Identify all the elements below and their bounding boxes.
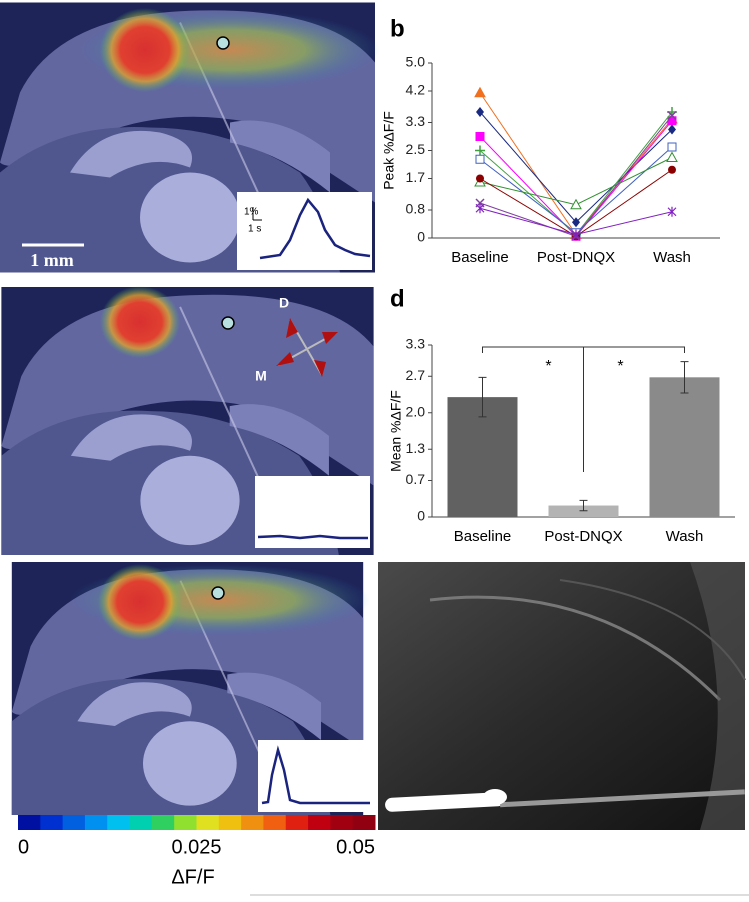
- colorbar-swatch: [241, 815, 264, 830]
- marker: [475, 203, 485, 214]
- colorbar-swatch: [62, 815, 86, 830]
- marker: [667, 142, 677, 152]
- colorbar-tick-label: 0.025: [171, 836, 221, 858]
- y-tick-label: 3.3: [406, 113, 426, 129]
- bar: [649, 377, 720, 517]
- y-tick-label: 5.0: [406, 54, 426, 70]
- y-tick-label: 3.3: [406, 336, 426, 352]
- panel-label: b: [390, 15, 405, 42]
- colorbar-swatch: [84, 815, 108, 830]
- colorbar-swatch: [330, 815, 354, 830]
- scale-bar-label: 1 mm: [30, 250, 74, 270]
- y-tick-label: 1.7: [406, 169, 426, 185]
- colorbar-swatch: [174, 815, 197, 830]
- colorbar-tick-label: 0.05: [336, 836, 375, 858]
- x-tick-label: Baseline: [451, 249, 509, 266]
- marker: [667, 110, 677, 121]
- significance-bracket: [482, 346, 685, 472]
- y-tick-label: 0.8: [406, 201, 426, 217]
- significance-star: *: [545, 358, 551, 375]
- x-tick-label: Wash: [653, 249, 691, 266]
- marker: [668, 124, 676, 135]
- image-wash: [10, 562, 372, 815]
- colorbar-swatch: [263, 815, 287, 830]
- trace-scale-x: 1 s: [248, 224, 261, 235]
- y-tick-label: 4.2: [406, 82, 426, 98]
- y-axis-label: Peak %ΔF/F: [381, 111, 397, 190]
- colorbar-swatch: [308, 815, 331, 830]
- y-tick-label: 0.7: [406, 471, 426, 487]
- direction-m: M: [255, 368, 267, 384]
- marker: [572, 217, 580, 228]
- y-tick-label: 2.0: [406, 403, 426, 419]
- marker: [667, 206, 677, 217]
- colorbar-swatch: [285, 815, 309, 830]
- colorbar-label: ΔF/F: [171, 866, 214, 888]
- colorbar-swatch: [352, 815, 376, 830]
- significance-star: *: [617, 358, 623, 375]
- marker: [475, 132, 485, 141]
- photo: [378, 562, 746, 830]
- colorbar-swatch: [129, 815, 153, 830]
- y-tick-label: 1.3: [406, 440, 426, 456]
- direction-d: D: [279, 295, 289, 311]
- y-axis-label: Mean %ΔF/F: [388, 390, 404, 472]
- x-tick-label: Wash: [666, 528, 704, 545]
- x-tick-label: Post-DNQX: [544, 528, 622, 545]
- error-bar: [579, 499, 588, 512]
- marker: [476, 174, 484, 183]
- marker: [571, 229, 581, 240]
- image-dnqx: D M: [0, 286, 375, 555]
- colorbar-swatch: [196, 815, 220, 830]
- trace-scale-y: 1%: [244, 207, 259, 218]
- bar: [548, 505, 619, 517]
- y-tick-label: 0: [417, 508, 425, 524]
- x-tick-label: Baseline: [454, 528, 512, 545]
- marker: [474, 86, 486, 98]
- panel-label: d: [390, 285, 405, 312]
- marker: [668, 165, 676, 174]
- colorbar-swatch: [218, 815, 242, 830]
- colorbar-swatch: [151, 815, 175, 830]
- x-tick-label: Post-DNQX: [537, 249, 615, 266]
- y-tick-label: 2.7: [406, 367, 426, 383]
- colorbar: 0 0.025 0.05: [18, 815, 376, 858]
- error-bar: [680, 361, 689, 394]
- y-tick-label: 0: [417, 229, 425, 245]
- y-tick-label: 2.5: [406, 141, 426, 157]
- colorbar-swatch: [40, 815, 64, 830]
- colorbar-tick-label: 0: [18, 836, 29, 858]
- colorbar-swatch: [18, 815, 41, 830]
- marker: [476, 107, 484, 117]
- error-bar: [478, 376, 487, 418]
- image-baseline: 1 mm 1% 1 s: [0, 1, 380, 274]
- colorbar-swatch: [107, 815, 131, 830]
- marker: [570, 198, 582, 210]
- marker: [475, 154, 485, 164]
- marker: [475, 145, 485, 156]
- marker: [666, 151, 678, 162]
- charts: 0 0.8 1.7 2.5 3.3 4.2 5.0 Baseline Post-DNQX Wash…: [381, 54, 735, 545]
